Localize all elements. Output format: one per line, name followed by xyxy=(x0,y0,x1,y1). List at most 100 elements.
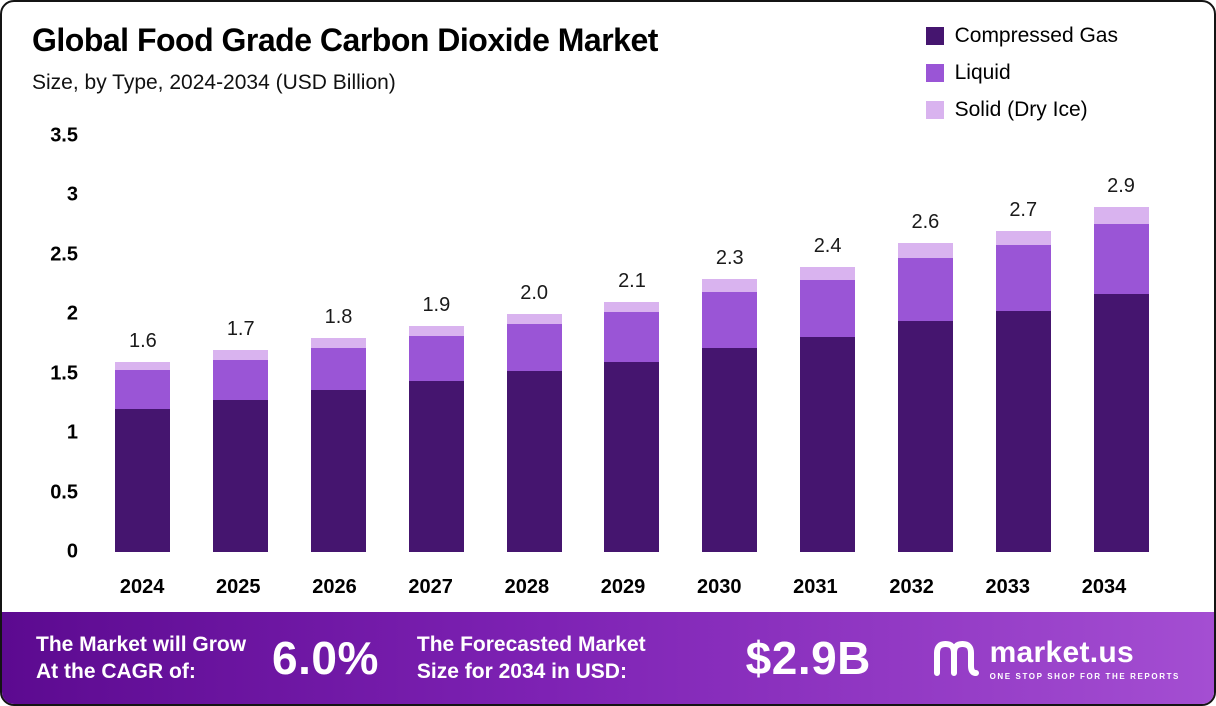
bar-segment-compressed-gas xyxy=(702,347,758,552)
forecast-text-line1: The Forecasted Market xyxy=(416,632,646,656)
marketus-logo-icon xyxy=(933,640,979,676)
y-tick-label: 3.5 xyxy=(50,124,78,147)
bar-segment-liquid xyxy=(995,245,1051,311)
bar-segment-liquid xyxy=(604,311,660,362)
bar-2031: 2.4 xyxy=(779,136,877,552)
bar-segment-liquid xyxy=(115,370,171,410)
bar-2028: 2.0 xyxy=(485,136,583,552)
bar-segment-liquid xyxy=(311,347,367,391)
bar-stack xyxy=(897,242,953,552)
bar-total-label: 2.7 xyxy=(1009,199,1038,222)
x-tick-label: 2029 xyxy=(600,576,646,598)
bar-segment-compressed-gas xyxy=(1093,294,1149,552)
x-tick-label: 2033 xyxy=(985,576,1031,598)
legend: Compressed Gas Liquid Solid (Dry Ice) xyxy=(925,22,1188,122)
bar-segment-liquid xyxy=(213,359,269,400)
bar-stack xyxy=(311,338,367,552)
chart-area: 3.5 3 2.5 2 1.5 1 0.5 0 1.6 1.7 1.8 1.9 2.0 2.1 2.3 2.… xyxy=(32,125,1188,612)
cagr-text-line1: The Market will Grow xyxy=(36,632,247,656)
bar-2025: 1.7 xyxy=(192,136,290,552)
bar-segment-compressed-gas xyxy=(897,321,953,552)
legend-label: Solid (Dry Ice) xyxy=(954,98,1088,121)
bar-segment-compressed-gas xyxy=(604,361,660,552)
bar-total-label: 1.7 xyxy=(226,318,255,341)
forecast-text-line2: Size for 2034 in USD: xyxy=(416,660,627,683)
bar-segment-compressed-gas xyxy=(115,409,171,552)
x-tick-label: 2026 xyxy=(312,576,357,598)
brand-tagline: ONE STOP SHOP FOR THE REPORTS xyxy=(989,671,1180,681)
brand-logo: market.us ONE STOP SHOP FOR THE REPORTS xyxy=(930,636,1180,681)
bar-2027: 1.9 xyxy=(387,136,485,552)
chart-section: Global Food Grade Carbon Dioxide Market … xyxy=(2,2,1214,612)
x-tick-label: 2025 xyxy=(216,576,261,598)
legend-item: Compressed Gas xyxy=(925,24,1118,48)
bar-2032: 2.6 xyxy=(877,136,975,552)
bar-total-label: 2.4 xyxy=(813,234,842,257)
bar-2029: 2.1 xyxy=(583,136,681,552)
bar-segment-solid-dry-ice xyxy=(702,278,758,292)
bar-total-label: 2.0 xyxy=(520,282,549,305)
bar-total-label: 2.9 xyxy=(1107,175,1135,198)
bar-segment-solid-dry-ice xyxy=(408,326,464,336)
bar-stack xyxy=(1093,207,1149,552)
bar-2026: 1.8 xyxy=(290,136,388,552)
legend-item: Solid (Dry Ice) xyxy=(925,98,1118,122)
footer-banner: The Market will Grow At the CAGR of: 6.0… xyxy=(2,612,1214,704)
legend-label: Compressed Gas xyxy=(954,24,1118,47)
x-tick-label: 2030 xyxy=(696,576,742,598)
bar-2030: 2.3 xyxy=(681,136,779,552)
chart-header: Global Food Grade Carbon Dioxide Market … xyxy=(32,22,1188,122)
cagr-text-line2: At the CAGR of: xyxy=(36,660,196,683)
bar-segment-solid-dry-ice xyxy=(213,350,269,360)
legend-swatch xyxy=(925,27,944,45)
forecast-text: The Forecasted Market Size for 2034 in U… xyxy=(417,631,646,686)
bar-2034: 2.9 xyxy=(1072,136,1170,552)
y-tick-label: 2 xyxy=(66,302,78,325)
legend-swatch xyxy=(925,64,944,82)
y-tick-label: 1 xyxy=(66,421,78,444)
bar-stack xyxy=(506,314,562,552)
x-tick-label: 2028 xyxy=(504,576,550,598)
bar-segment-liquid xyxy=(408,335,464,381)
bar-segment-liquid xyxy=(800,279,856,337)
bar-stack xyxy=(702,278,758,552)
y-tick-label: 0 xyxy=(66,540,78,563)
bar-segment-liquid xyxy=(702,291,758,348)
bar-stack xyxy=(604,302,660,552)
x-tick-label: 2031 xyxy=(793,576,838,598)
bar-total-label: 1.6 xyxy=(129,329,157,352)
bar-segment-compressed-gas xyxy=(311,390,367,552)
bar-segment-solid-dry-ice xyxy=(1093,207,1149,225)
x-tick-label: 2032 xyxy=(889,576,934,598)
plot-wrap: 1.6 1.7 1.8 1.9 2.0 2.1 2.3 2.4 2.6 2.7 2.9 2024 20… xyxy=(94,136,1188,612)
y-axis: 3.5 3 2.5 2 1.5 1 0.5 0 xyxy=(32,125,94,563)
plot-area: 1.6 1.7 1.8 1.9 2.0 2.1 2.3 2.4 2.6 2.7 2.9 xyxy=(94,136,1170,552)
bar-segment-solid-dry-ice xyxy=(897,242,953,259)
bar-segment-solid-dry-ice xyxy=(115,361,171,371)
bar-total-label: 2.3 xyxy=(715,246,744,269)
brand-text-block: market.us ONE STOP SHOP FOR THE REPORTS xyxy=(990,636,1180,681)
page-title: Global Food Grade Carbon Dioxide Market xyxy=(32,22,658,58)
y-tick-label: 0.5 xyxy=(50,481,78,504)
bar-stack xyxy=(213,350,269,552)
y-tick-label: 2.5 xyxy=(50,243,78,266)
bar-segment-compressed-gas xyxy=(408,380,464,552)
bar-segment-solid-dry-ice xyxy=(995,231,1051,246)
bar-segment-liquid xyxy=(1093,224,1149,295)
bar-segment-liquid xyxy=(897,258,953,322)
bar-total-label: 2.6 xyxy=(911,210,940,233)
title-block: Global Food Grade Carbon Dioxide Market … xyxy=(32,22,658,95)
bar-segment-solid-dry-ice xyxy=(311,338,367,348)
cagr-text: The Market will Grow At the CAGR of: xyxy=(36,631,246,686)
bar-2024: 1.6 xyxy=(94,136,192,552)
bar-total-label: 1.9 xyxy=(422,294,451,317)
bar-segment-compressed-gas xyxy=(995,310,1051,552)
chart-subtitle: Size, by Type, 2024-2034 (USD Billion) xyxy=(32,71,396,94)
bar-2033: 2.7 xyxy=(974,136,1072,552)
legend-swatch xyxy=(925,101,944,119)
bar-segment-compressed-gas xyxy=(800,336,856,552)
cagr-value: 6.0% xyxy=(272,632,379,684)
y-tick-label: 1.5 xyxy=(50,362,78,385)
bar-stack xyxy=(408,326,464,552)
